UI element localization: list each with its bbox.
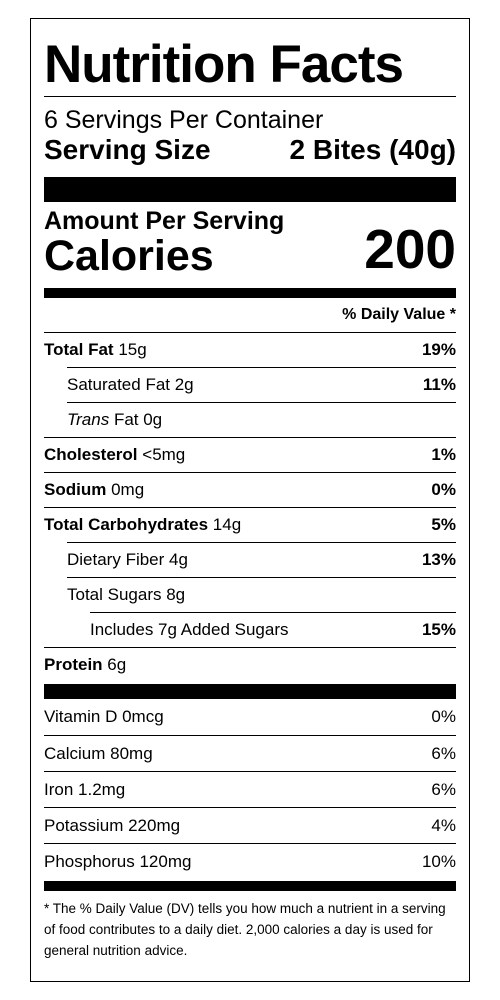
nutrient-label: Total Fat: [44, 340, 114, 359]
vitamin-label: Iron 1.2mg: [44, 779, 126, 799]
servings-per-container: 6 Servings Per Container: [44, 106, 324, 134]
serving-size-label: Serving Size: [44, 134, 211, 165]
nutrient-amount: 15g: [118, 340, 147, 359]
daily-value-header: % Daily Value *: [342, 306, 456, 323]
nutrient-pct: 11%: [422, 374, 456, 394]
vitamin-pct: 4%: [431, 815, 456, 835]
nutrient-amount: 0mg: [111, 480, 145, 499]
nutrient-label: Total Sugars 8g: [67, 584, 186, 604]
vitamin-pct: 6%: [431, 743, 456, 763]
title-divider: [44, 96, 456, 97]
nutrient-label: Dietary Fiber 4g: [67, 549, 188, 569]
serving-size-value: 2 Bites (40g): [289, 134, 457, 165]
vitamin-label: Potassium 220mg: [44, 815, 181, 835]
nutrient-amount: <5mg: [142, 445, 186, 464]
nutrient-row-added-sugars: Includes 7g Added Sugars 15%: [44, 612, 456, 647]
nutrient-label: Fat 0g: [113, 409, 163, 429]
vitamin-row: Calcium 80mg 6%: [44, 735, 456, 771]
nutrient-row-total-sugars: Total Sugars 8g: [44, 577, 456, 612]
nutrient-row-total-fat: Total Fat 15g 19%: [44, 332, 456, 367]
nutrient-row-sodium: Sodium 0mg 0%: [44, 472, 456, 507]
nutrient-row-total-carbs: Total Carbohydrates 14g 5%: [44, 507, 456, 542]
vitamins-divider: [44, 684, 456, 699]
nutrition-facts-label: Nutrition Facts 6 Servings Per Container…: [30, 18, 470, 982]
footnote-divider: [44, 881, 456, 891]
nutrient-pct: 5%: [431, 515, 456, 534]
nutrient-pct: 19%: [421, 340, 456, 359]
vitamin-label: Vitamin D 0mcg: [44, 707, 164, 726]
vitamin-row: Vitamin D 0mcg 0%: [44, 699, 456, 735]
nutrient-pct: 0%: [431, 480, 456, 499]
thick-divider: [44, 177, 456, 202]
label-title: Nutrition Facts: [44, 35, 404, 94]
nutrient-label: Protein: [44, 655, 103, 674]
nutrient-pct: 13%: [421, 549, 456, 569]
nutrient-row-cholesterol: Cholesterol <5mg 1%: [44, 437, 456, 472]
calories-label: Calories: [44, 232, 214, 280]
vitamin-row: Phosphorus 120mg 10%: [44, 843, 456, 879]
nutrient-label: Sodium: [44, 480, 107, 499]
nutrient-amount: 14g: [212, 515, 242, 534]
nutrient-pct: 15%: [421, 619, 456, 639]
nutrient-row-dietary-fiber: Dietary Fiber 4g 13%: [44, 542, 456, 577]
vitamin-pct: 10%: [421, 851, 456, 871]
vitamin-pct: 0%: [431, 707, 456, 726]
vitamin-label: Phosphorus 120mg: [44, 851, 192, 871]
nutrient-row-protein: Protein 6g: [44, 647, 456, 682]
footnote: * The % Daily Value (DV) tells you how m…: [44, 901, 446, 958]
nutrient-pct: 1%: [431, 445, 456, 464]
nutrient-label: Saturated Fat 2g: [67, 374, 194, 394]
serving-size: Serving Size 2 Bites (40g): [44, 135, 456, 165]
vitamin-label: Calcium 80mg: [44, 743, 153, 763]
nutrient-amount: 6g: [107, 655, 127, 674]
vitamin-pct: 6%: [431, 779, 456, 799]
nutrient-row-trans-fat: Trans Fat 0g: [44, 402, 456, 437]
vitamin-row: Iron 1.2mg 6%: [44, 771, 456, 807]
vitamin-row: Potassium 220mg 4%: [44, 807, 456, 843]
nutrient-label: Total Carbohydrates: [44, 515, 209, 534]
nutrient-row-saturated-fat: Saturated Fat 2g 11%: [44, 367, 456, 402]
calories-section: Amount Per Serving Calories 200: [44, 207, 456, 280]
medium-divider: [44, 288, 456, 298]
nutrient-label: Includes 7g Added Sugars: [90, 619, 289, 639]
calories-value: 200: [364, 218, 456, 280]
nutrient-label-italic: Trans: [67, 409, 110, 429]
amount-per-serving: Amount Per Serving: [44, 207, 285, 235]
nutrient-label: Cholesterol: [44, 445, 138, 464]
